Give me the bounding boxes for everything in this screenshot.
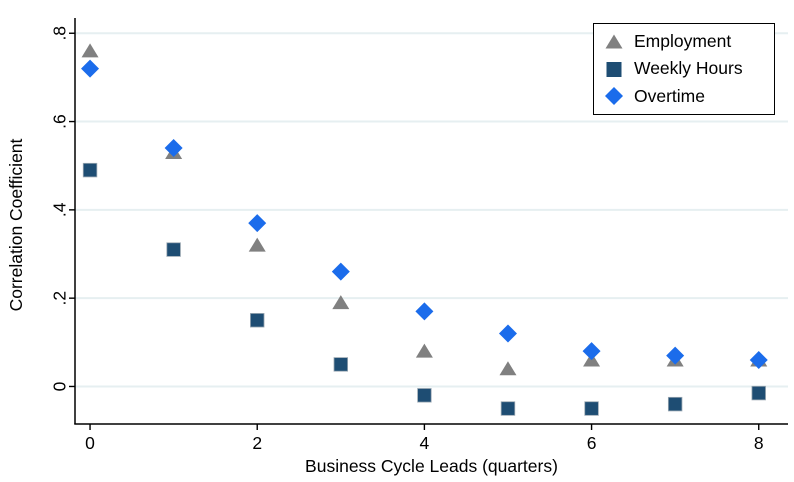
square-marker-icon bbox=[606, 61, 622, 77]
legend-item-employment: Employment bbox=[603, 29, 774, 55]
y-tick-label: .8 bbox=[50, 26, 70, 41]
legend-item-overtime: Overtime bbox=[603, 83, 774, 109]
marker-diamond bbox=[498, 324, 517, 343]
y-tick-label: .6 bbox=[50, 114, 70, 129]
marker-diamond bbox=[666, 346, 685, 365]
marker-triangle bbox=[332, 295, 350, 310]
x-tick-label: 0 bbox=[85, 433, 95, 453]
marker-triangle bbox=[81, 43, 99, 58]
marker-square bbox=[250, 313, 265, 328]
marker-triangle bbox=[248, 237, 266, 252]
marker-square bbox=[82, 162, 98, 178]
y-tick-label: 0 bbox=[50, 381, 70, 391]
x-tick-label: 8 bbox=[754, 433, 764, 453]
marker-square bbox=[333, 357, 349, 372]
marker-diamond bbox=[582, 342, 601, 361]
legend-label: Weekly Hours bbox=[634, 58, 743, 79]
legend-item-weekly-hours: Weekly Hours bbox=[603, 56, 774, 82]
marker-diamond bbox=[164, 139, 183, 158]
marker-diamond bbox=[331, 262, 350, 281]
marker-square bbox=[166, 242, 181, 257]
marker-square bbox=[417, 388, 432, 403]
x-tick-label: 2 bbox=[252, 433, 262, 453]
triangle-marker-icon bbox=[605, 34, 623, 49]
legend-label: Overtime bbox=[634, 85, 705, 106]
marker-diamond bbox=[81, 59, 100, 78]
x-tick-label: 4 bbox=[420, 433, 430, 453]
marker-triangle bbox=[499, 361, 517, 376]
legend: Employment Weekly Hours Overtime bbox=[593, 23, 775, 115]
x-tick-label: 6 bbox=[587, 433, 597, 453]
marker-square bbox=[500, 401, 516, 416]
marker-diamond bbox=[248, 214, 267, 233]
marker-diamond bbox=[749, 350, 768, 369]
marker-triangle bbox=[415, 343, 433, 358]
diamond-marker-icon bbox=[605, 87, 623, 106]
legend-label: Employment bbox=[634, 31, 732, 52]
y-tick-label: .2 bbox=[50, 291, 70, 306]
y-axis-title: Correlation Coefficient bbox=[6, 138, 26, 312]
y-tick-label: .4 bbox=[50, 202, 70, 217]
marker-square bbox=[667, 396, 683, 412]
x-axis-title: Business Cycle Leads (quarters) bbox=[305, 456, 558, 476]
marker-square bbox=[751, 385, 766, 401]
marker-diamond bbox=[415, 302, 434, 321]
marker-square bbox=[584, 401, 599, 416]
